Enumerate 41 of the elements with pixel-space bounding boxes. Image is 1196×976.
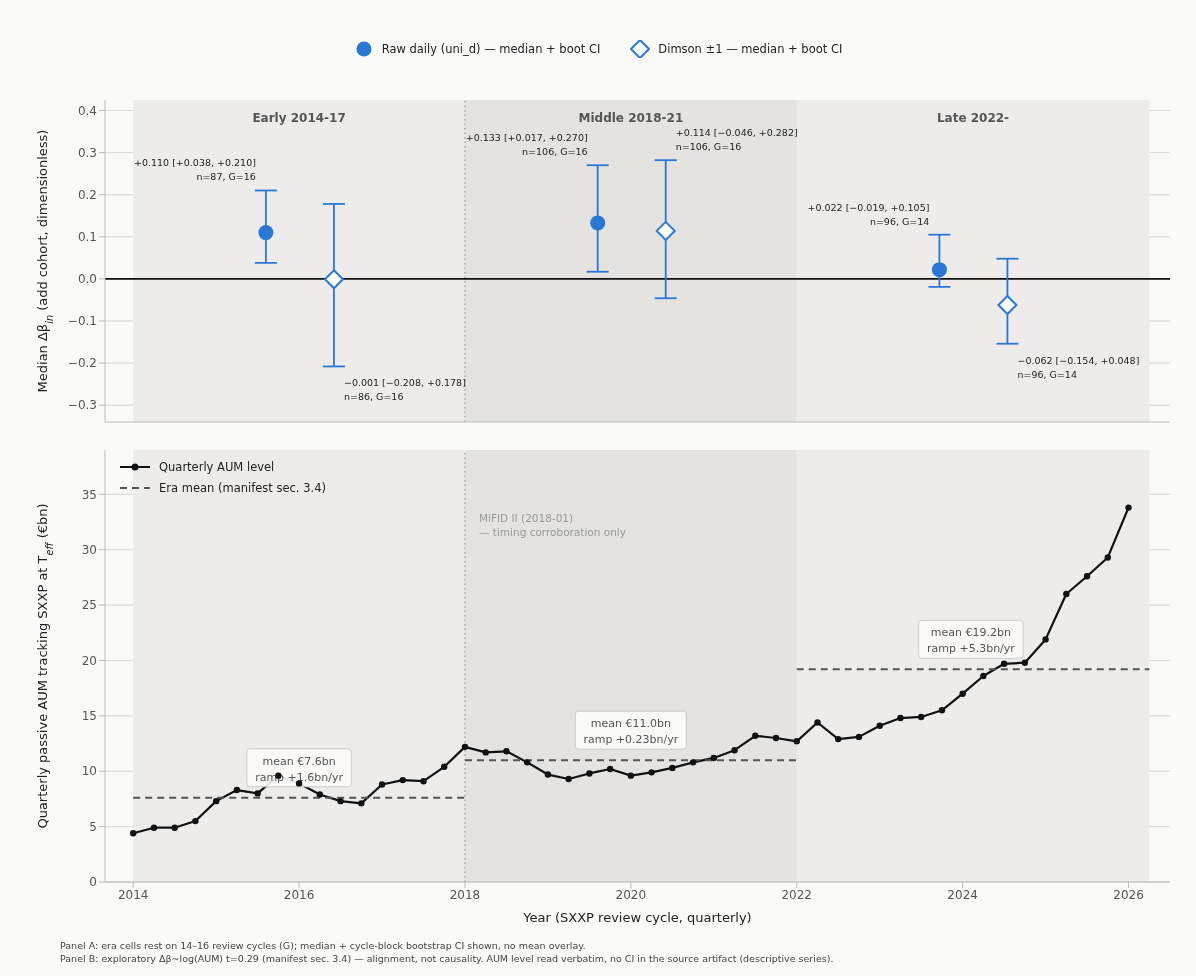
x-axis-title: Year (SXXP review cycle, quarterly) [522,910,752,925]
annotation: +0.114 [−0.046, +0.282] n=106, G=16 [675,127,798,153]
band-label: Middle 2018-21 [578,111,684,125]
legend-label: Quarterly AUM level [159,460,275,474]
x-tick-label: 2016 [283,887,315,902]
y-tick-label: 25 [81,598,97,613]
y-tick-label: 0.1 [77,230,97,245]
y-tick-label: 15 [81,709,97,724]
annotation: +0.022 [−0.019, +0.105] n=96, G=14 [807,201,930,227]
y-tick-label: −0.3 [67,398,97,413]
y-tick-label: −0.2 [67,356,97,371]
y-tick-label: 10 [81,764,97,779]
y-tick-label: −0.1 [67,314,97,329]
annotation: mean €19.2bn ramp +5.3bn/yr [927,626,1016,656]
annotation: mean €11.0bn ramp +0.23bn/yr [583,717,679,747]
x-tick-label: 2020 [615,887,647,902]
y-tick-label: 5 [89,819,97,834]
annotation: +0.110 [+0.038, +0.210] n=87, G=16 [133,157,256,183]
x-tick-label: 2024 [947,887,978,902]
x-tick-label: 2014 [117,887,149,902]
x-tick-label: 2022 [781,887,813,902]
y-tick-label: 35 [81,487,97,502]
text: Panel A: era cells rest on 14–16 review cycles (G); median + cycle-block bootstrap CI shown, no mean overlay. [60,940,586,951]
annotation: −0.062 [−0.154, +0.048] n=96, G=14 [1017,354,1140,380]
annotation: +0.133 [+0.017, +0.270] n=106, G=16 [465,132,588,158]
y-tick-label: 0.0 [77,272,97,287]
y-tick-label: 0.2 [77,187,97,202]
text: Panel B: exploratory Δβ~log(AUM) t=0.29 (manifest sec. 3.4) — alignment, not causality. AUM level read verbatim, no CI in the source artifact (descriptive series). [60,953,834,964]
y-tick-label: 0 [89,875,97,890]
y-tick-label: 0.4 [77,103,97,118]
y-tick-label: 30 [81,542,97,557]
legend-label: Dimson ±1 — median + boot CI [658,42,843,56]
legend-label: Raw daily (uni_d) — median + boot CI [381,42,601,56]
x-tick-label: 2026 [1113,887,1144,902]
y-tick-label: 0.3 [77,145,97,160]
x-tick-label: 2018 [449,887,481,902]
annotation: −0.001 [−0.208, +0.178] n=86, G=16 [343,377,466,403]
band-label: Late 2022- [936,111,1010,125]
band-label: Early 2014-17 [252,111,346,125]
legend-label: Era mean (manifest sec. 3.4) [159,481,326,495]
y-tick-label: 20 [81,653,97,668]
